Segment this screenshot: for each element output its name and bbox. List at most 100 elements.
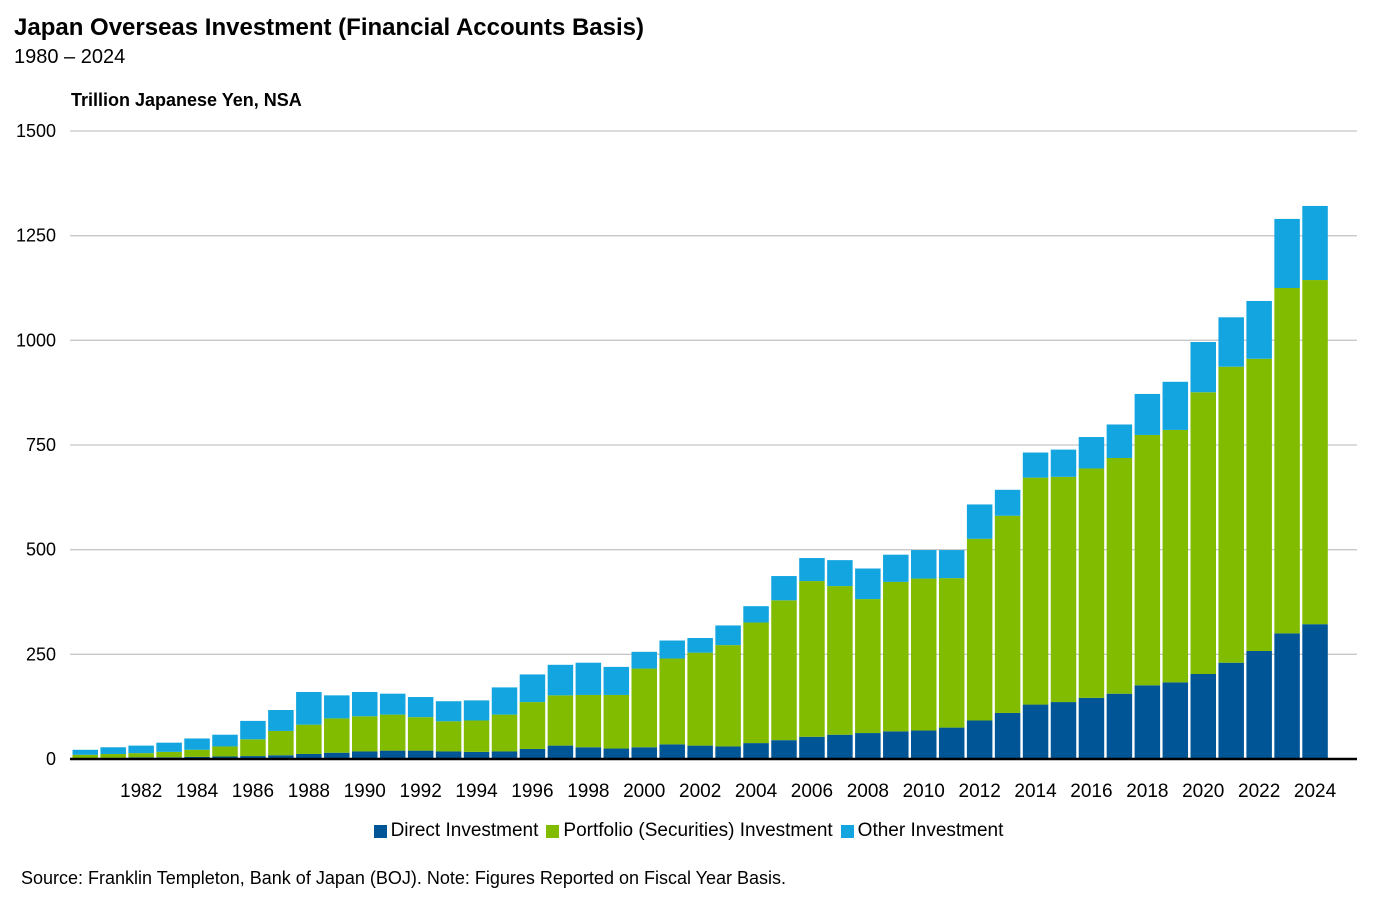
bar-2006-portfolio (799, 581, 825, 737)
bar-1986-direct (240, 756, 266, 759)
bar-1992-direct (407, 750, 434, 759)
bar-2022-other (1246, 300, 1272, 359)
bar-2010-direct (911, 730, 937, 759)
bar-1988-direct (296, 753, 322, 759)
legend-swatch-portfolio (546, 824, 560, 838)
bar-2003-direct (715, 746, 741, 759)
bar-2010-portfolio (911, 578, 937, 731)
x-tick-label: 2012 (959, 781, 1001, 802)
bar-2015-direct (1050, 702, 1077, 759)
y-tick-label: 500 (26, 540, 56, 560)
x-tick-label: 2004 (735, 781, 778, 802)
bar-2006-direct (799, 736, 825, 759)
bar-2020-portfolio (1190, 392, 1216, 675)
bar-2001-direct (659, 744, 685, 759)
bar-1996-direct (519, 748, 546, 759)
x-tick-label: 1992 (400, 781, 442, 802)
y-tick-label: 1250 (16, 226, 56, 246)
y-tick-label: 1500 (16, 121, 56, 141)
bar-2023-portfolio (1274, 288, 1300, 634)
x-tick-label: 2024 (1294, 781, 1337, 802)
bar-2010-other (911, 550, 937, 579)
x-tick-label: 1998 (567, 781, 609, 802)
bar-2017-direct (1106, 693, 1133, 759)
x-tick-label: 2006 (791, 781, 833, 802)
bar-1986-other (240, 720, 266, 740)
bar-1995-direct (491, 751, 518, 759)
x-tick-label: 2008 (847, 781, 889, 802)
bar-1994-direct (463, 751, 490, 759)
bar-1997-other (547, 664, 574, 696)
bar-1987-portfolio (268, 730, 294, 756)
x-tick-label: 2022 (1238, 781, 1280, 802)
bar-2024-other (1302, 205, 1328, 281)
x-tick-label: 2018 (1126, 781, 1168, 802)
bar-1995-other (491, 687, 518, 715)
bar-2004-direct (743, 743, 769, 759)
bar-2007-other (827, 560, 853, 587)
bar-1989-other (324, 695, 350, 719)
bar-2007-portfolio (827, 586, 853, 735)
bar-2012-other (966, 504, 993, 539)
bar-1991-portfolio (379, 714, 406, 751)
bar-1980-portfolio (72, 754, 98, 759)
bar-1996-portfolio (519, 702, 546, 749)
bar-1983-other (156, 742, 182, 752)
bar-1985-direct (212, 756, 238, 759)
legend-label-portfolio: Portfolio (Securities) Investment (563, 820, 833, 841)
bar-2018-direct (1134, 685, 1161, 759)
bar-1986-portfolio (240, 739, 266, 757)
bar-2023-direct (1274, 633, 1300, 759)
bar-1990-portfolio (352, 716, 378, 752)
bar-2020-direct (1190, 674, 1216, 759)
bar-2009-portfolio (883, 581, 909, 732)
bar-1992-other (407, 697, 434, 718)
bar-2024-direct (1302, 624, 1328, 759)
bar-2023-other (1274, 218, 1300, 288)
bar-2016-other (1078, 437, 1105, 469)
bar-1990-other (352, 692, 378, 717)
x-tick-label: 2016 (1070, 781, 1112, 802)
bar-2004-other (743, 606, 769, 623)
bar-2021-direct (1218, 662, 1244, 759)
legend: Direct Investment Portfolio (Securities)… (0, 820, 1377, 842)
legend-item-other: Other Investment (840, 820, 1004, 842)
bar-2003-other (715, 625, 741, 646)
bar-2011-direct (938, 727, 965, 759)
x-tick-label: 1984 (176, 781, 219, 802)
bar-1984-other (184, 738, 210, 750)
bar-2013-portfolio (994, 515, 1021, 713)
bars (72, 205, 1328, 759)
x-tick-label: 1996 (511, 781, 553, 802)
x-tick-label: 1982 (120, 781, 162, 802)
bar-2009-other (883, 554, 909, 582)
bar-2004-portfolio (743, 622, 769, 744)
bar-1995-portfolio (491, 714, 518, 752)
bar-2022-direct (1246, 650, 1272, 759)
chart-title: Japan Overseas Investment (Financial Acc… (14, 14, 645, 41)
legend-swatch-direct (373, 824, 387, 838)
bar-1985-portfolio (212, 746, 238, 757)
bar-2012-portfolio (966, 538, 993, 721)
bar-1998-portfolio (575, 694, 602, 748)
bar-1988-other (296, 692, 322, 725)
x-tick-label: 1994 (455, 781, 498, 802)
bar-2016-portfolio (1078, 468, 1105, 698)
bar-1993-other (435, 701, 462, 722)
bar-2001-portfolio (659, 658, 685, 745)
bar-1999-direct (603, 748, 630, 759)
bar-1998-other (575, 662, 602, 695)
bar-2014-portfolio (1022, 477, 1049, 705)
bar-2008-direct (855, 733, 881, 759)
bar-2014-direct (1022, 704, 1049, 759)
bar-2018-portfolio (1134, 434, 1161, 686)
bar-2005-direct (771, 740, 797, 759)
bar-2002-portfolio (687, 652, 713, 746)
bar-1999-other (603, 666, 630, 695)
x-tick-label: 2010 (903, 781, 945, 802)
legend-label-other: Other Investment (857, 820, 1004, 841)
bar-2000-direct (631, 747, 657, 759)
bar-2013-direct (994, 712, 1021, 759)
bar-2019-other (1162, 381, 1189, 430)
